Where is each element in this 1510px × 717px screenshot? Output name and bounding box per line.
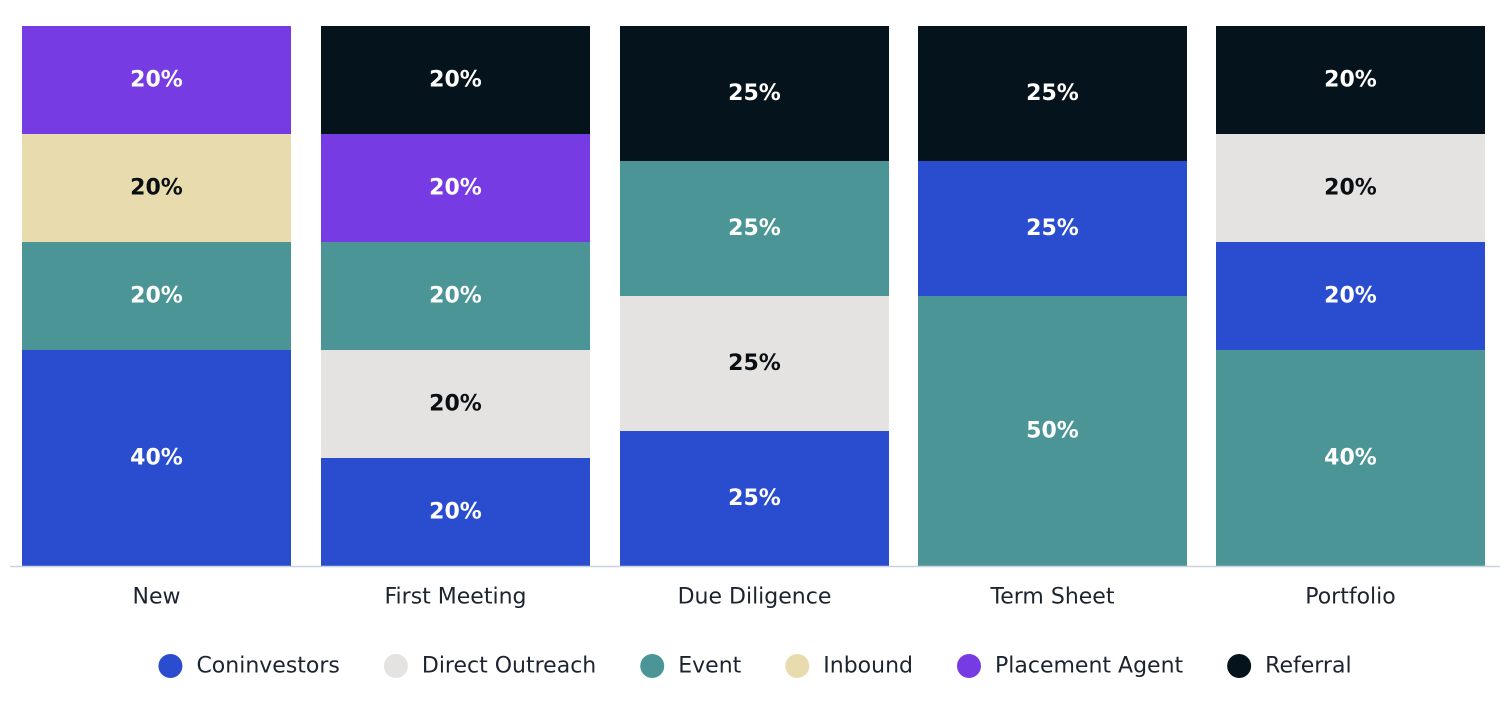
data-label-first-meeting-placement-agent: 20% [429,176,482,201]
legend-item-direct-outreach[interactable]: Direct Outreach [383,654,596,679]
bar-segment-due-diligence-event[interactable] [620,161,889,296]
legend-item-referral[interactable]: Referral [1227,654,1352,679]
data-label-term-sheet-event: 50% [1026,419,1079,444]
legend-swatch-event [640,654,665,678]
bar-segment-portfolio-event[interactable] [1216,350,1485,566]
legend-item-placement-agent[interactable]: Placement Agent [957,654,1184,679]
bar-segment-term-sheet-coninvestors[interactable] [918,161,1187,296]
bar-segment-first-meeting-placement-agent[interactable] [321,134,590,242]
data-label-due-diligence-coninvestors: 25% [728,486,781,511]
bar-segment-due-diligence-referral[interactable] [620,26,889,161]
bar-segment-due-diligence-coninvestors[interactable] [620,431,889,566]
legend-item-event[interactable]: Event [640,654,742,679]
bar-segment-portfolio-referral[interactable] [1216,26,1485,134]
legend-label-referral: Referral [1265,654,1351,679]
bar-segment-new-coninvestors[interactable] [22,350,291,566]
bar-segment-first-meeting-event[interactable] [321,242,590,350]
bar-segment-first-meeting-direct-outreach[interactable] [321,350,590,458]
x-tick-label-portfolio: Portfolio [1305,585,1396,610]
legend-swatch-referral [1227,654,1252,678]
data-label-new-placement-agent: 20% [130,68,183,93]
data-label-portfolio-referral: 20% [1324,68,1377,93]
bar-segment-new-placement-agent[interactable] [22,26,291,134]
legend-label-placement-agent: Placement Agent [995,654,1184,679]
legend-label-direct-outreach: Direct Outreach [422,654,596,679]
bar-segment-new-event[interactable] [22,242,291,350]
data-label-due-diligence-referral: 25% [728,81,781,106]
data-label-new-inbound: 20% [130,176,183,201]
bars-group: 40% 20% 20% 20% 20% 20% 20% 20% 20% 25% 25% 25% 25% 5… [22,26,1485,566]
data-label-first-meeting-referral: 20% [429,68,482,93]
legend-item-inbound[interactable]: Inbound [785,654,913,679]
data-label-first-meeting-coninvestors: 20% [429,500,482,525]
bar-segment-portfolio-direct-outreach[interactable] [1216,134,1485,242]
data-label-portfolio-direct-outreach: 20% [1324,176,1377,201]
x-tick-label-due-diligence: Due Diligence [678,585,832,610]
bar-segment-term-sheet-referral[interactable] [918,26,1187,161]
data-label-first-meeting-direct-outreach: 20% [429,392,482,417]
legend: Coninvestors Direct Outreach Event Inbound P… [158,654,1352,679]
bar-segment-new-inbound[interactable] [22,134,291,242]
bar-segment-portfolio-coninvestors[interactable] [1216,242,1485,350]
legend-swatch-inbound [785,654,810,678]
legend-item-coninvestors[interactable]: Coninvestors [158,654,340,679]
bar-segment-first-meeting-referral[interactable] [321,26,590,134]
category-labels: New First Meeting Due Diligence Term Sheet P… [133,585,1396,610]
legend-label-event: Event [678,654,741,679]
legend-swatch-coninvestors [158,654,183,678]
data-label-term-sheet-coninvestors: 25% [1026,216,1079,241]
bar-segment-due-diligence-direct-outreach[interactable] [620,296,889,431]
data-label-term-sheet-referral: 25% [1026,81,1079,106]
legend-swatch-placement-agent [957,654,981,678]
bar-segment-term-sheet-event[interactable] [918,296,1187,566]
legend-swatch-direct-outreach [383,654,408,678]
legend-label-inbound: Inbound [823,654,913,679]
data-label-new-event: 20% [130,284,183,309]
data-label-new-coninvestors: 40% [130,446,183,471]
data-label-due-diligence-event: 25% [728,216,781,241]
bar-segment-first-meeting-coninvestors[interactable] [321,458,590,566]
data-label-portfolio-coninvestors: 20% [1324,284,1377,309]
data-label-first-meeting-event: 20% [429,284,482,309]
x-tick-label-first-meeting: First Meeting [385,585,527,610]
data-label-portfolio-event: 40% [1324,446,1377,471]
x-tick-label-new: New [133,585,181,610]
x-tick-label-term-sheet: Term Sheet [990,585,1115,610]
data-label-due-diligence-direct-outreach: 25% [728,351,781,376]
legend-label-coninvestors: Coninvestors [196,654,339,679]
